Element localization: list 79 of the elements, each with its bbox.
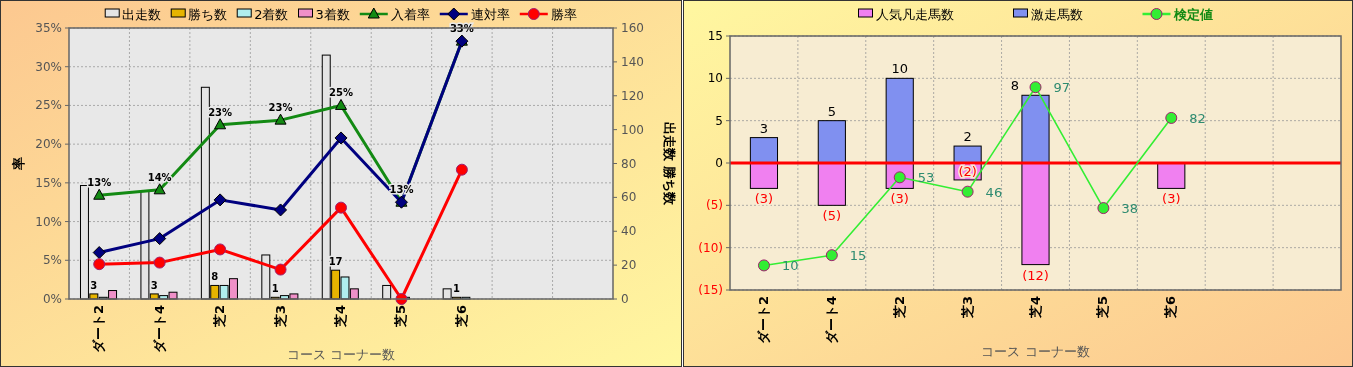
y-tick-label: 0% [42, 292, 62, 306]
y2-tick-label: 60 [621, 190, 637, 205]
legend-label: 勝率 [550, 7, 577, 22]
x-tick-label: 芝3 [272, 305, 288, 329]
y-tick-label: 35% [35, 21, 62, 35]
data-label: 3 [150, 279, 158, 291]
y2-tick-label: 100 [621, 122, 644, 137]
data-label: (12) [1022, 267, 1049, 283]
y-tick-label: 15% [35, 175, 62, 190]
data-label: 14% [147, 171, 172, 183]
y2-tick-label: 40 [621, 224, 637, 239]
x-tick-label: 芝6 [453, 305, 469, 329]
legend-label: 入着率 [390, 7, 430, 22]
y2-tick-label: 80 [621, 156, 637, 171]
legend-label: 出走数 [122, 7, 162, 22]
x-tick-label: 芝5 [1095, 296, 1111, 320]
y-tick-label: 20% [35, 137, 62, 152]
x-tick-label: 芝2 [212, 305, 228, 329]
y-tick-label: 5% [42, 253, 62, 268]
data-label: 1 [453, 283, 461, 295]
y-tick-label: (10) [698, 240, 723, 255]
legend-label: 3着数 [315, 7, 350, 22]
y-tick-label: 25% [35, 98, 62, 113]
data-label: 8 [1010, 78, 1019, 94]
data-label: (5) [822, 208, 842, 224]
data-label: 46 [985, 184, 1003, 200]
data-label: (3) [754, 191, 774, 207]
x-tick-label: 芝5 [393, 305, 409, 329]
y-tick-label: 10 [707, 71, 723, 86]
legend-label: 検定値 [1172, 7, 1213, 22]
y-tick-label: (5) [706, 198, 723, 213]
x-tick-label: 芝6 [1163, 296, 1179, 320]
x-tick-label: ダート4 [823, 296, 839, 345]
y2-tick-label: 160 [621, 21, 644, 35]
x-tick-label: 芝4 [1027, 296, 1043, 320]
y-tick-label: 15 [707, 29, 723, 43]
y-tick-label: 5 [715, 113, 723, 128]
y-axis-title: 率 [11, 157, 26, 171]
data-label: 15 [849, 248, 867, 264]
data-label: 10 [891, 61, 908, 77]
data-label: (2) [958, 164, 977, 180]
x-axis-title: コース コーナー数 [981, 344, 1090, 359]
data-label: (3) [890, 191, 909, 207]
x-tick-label: 芝2 [891, 296, 907, 320]
legend-label: 激走馬数 [1030, 7, 1083, 22]
x-tick-label: 芝4 [333, 305, 348, 329]
y-tick-label: (15) [698, 283, 723, 297]
data-label: 23% [268, 102, 293, 114]
y2-tick-label: 120 [621, 88, 644, 103]
data-label: 33% [449, 23, 474, 35]
x-tick-label: ダート2 [755, 296, 771, 345]
y2-tick-label: 0 [621, 292, 629, 306]
y-tick-label: 10% [35, 214, 62, 229]
data-label: 3 [759, 120, 769, 136]
data-label: 53 [917, 170, 935, 186]
data-label: 5 [827, 103, 836, 119]
y-tick-label: 30% [35, 59, 62, 74]
data-label: 8 [211, 271, 219, 283]
legend-label: 連対率 [470, 7, 510, 22]
y-tick-label: 0 [715, 156, 723, 170]
data-label: 1 [271, 283, 279, 295]
y2-axis-title: 出走数 勝ち数 [662, 122, 677, 206]
data-label: (3) [1162, 191, 1181, 207]
data-label: 13% [87, 177, 112, 189]
y2-tick-label: 140 [621, 54, 644, 69]
legend-label: 人気凡走馬数 [875, 7, 954, 22]
x-tick-label: ダート4 [151, 305, 167, 354]
legend-label: 勝ち数 [188, 7, 228, 22]
data-label: 82 [1189, 110, 1206, 126]
legend-label: 2着数 [254, 7, 289, 22]
data-label: 2 [963, 129, 972, 145]
x-tick-label: ダート2 [91, 305, 107, 354]
data-label: 3 [90, 279, 98, 291]
data-label: 38 [1121, 201, 1138, 217]
x-axis-title: コース コーナー数 [286, 347, 396, 362]
data-label: 10 [781, 258, 799, 274]
y2-tick-label: 20 [621, 258, 637, 273]
data-label: 97 [1053, 80, 1071, 96]
x-tick-label: 芝3 [959, 296, 975, 320]
